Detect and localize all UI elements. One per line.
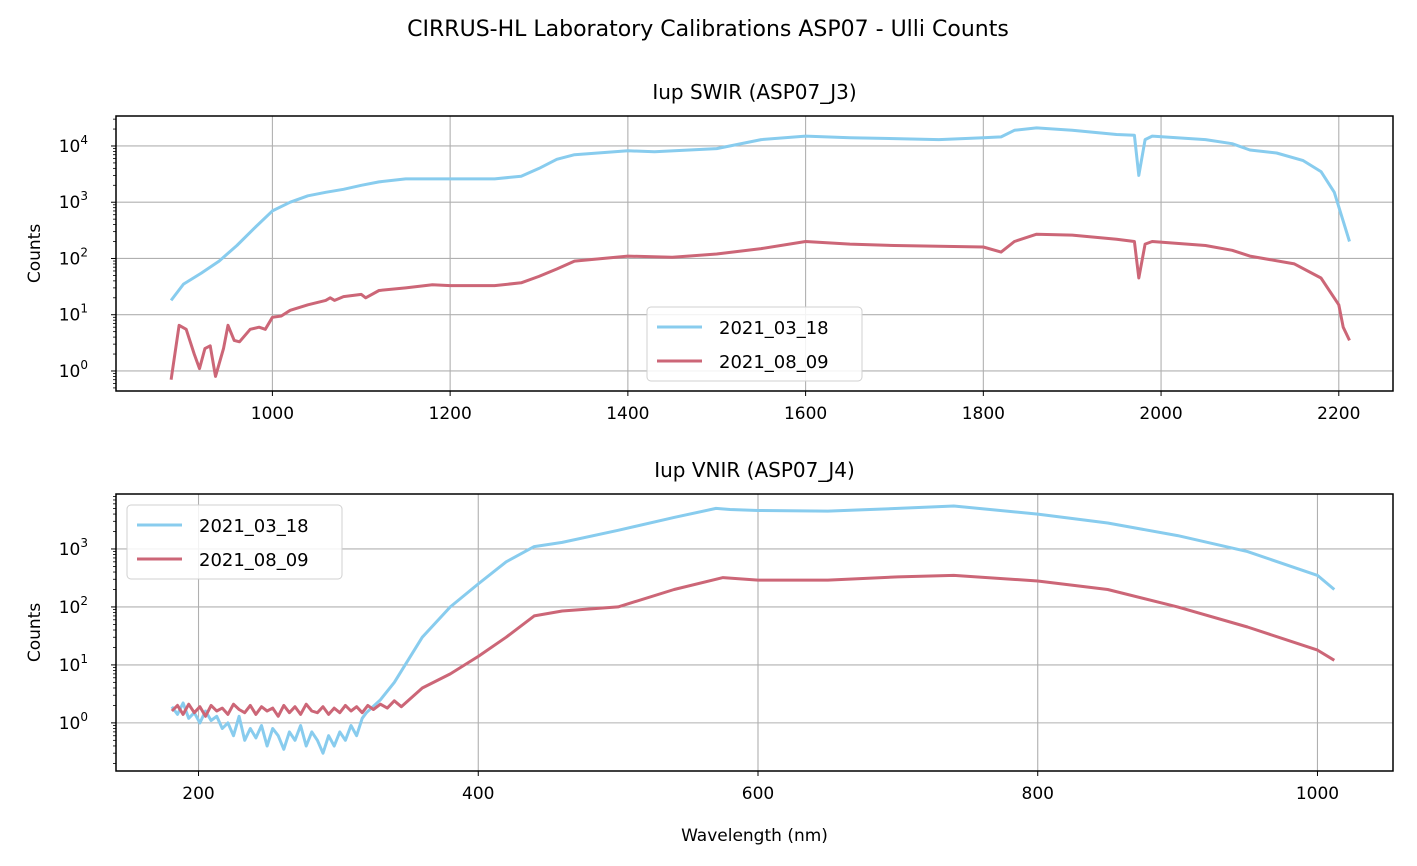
x-tick-label: 1600 [784, 404, 827, 424]
y-tick-exponent: 1 [80, 652, 88, 666]
swir-subplot: 1000 1200 1400 1600 1800 2000 2200100101102103… [25, 80, 1394, 424]
y-tick-exponent: 0 [80, 358, 88, 372]
y-tick-label: 103 [59, 189, 88, 213]
legend-label: 2021_08_09 [719, 352, 829, 373]
series-line-2021_03_18 [169, 126, 1351, 302]
axes-frame [115, 115, 1394, 392]
x-axis-label: Wavelength (nm) [681, 826, 828, 846]
x-tick-label: 400 [462, 784, 494, 804]
series-line-2021_08_09 [170, 573, 1336, 718]
subplot-title: Iup SWIR (ASP07_J3) [652, 80, 856, 104]
y-tick-exponent: 4 [80, 133, 88, 147]
x-tick-label: 1000 [251, 404, 294, 424]
y-tick-label: 100 [59, 358, 88, 382]
y-tick-label: 102 [59, 594, 88, 618]
subplot-title: Iup VNIR (ASP07_J4) [654, 458, 855, 482]
x-tick-label: 2000 [1139, 404, 1182, 424]
series-line-2021_03_18 [170, 504, 1336, 755]
legend-label: 2021_03_18 [719, 318, 829, 339]
y-tick-exponent: 3 [80, 536, 88, 550]
y-tick-label: 101 [59, 302, 88, 326]
x-tick-label: 2200 [1317, 404, 1360, 424]
y-tick-label: 104 [59, 133, 88, 157]
x-tick-label: 1000 [1296, 784, 1339, 804]
legend: 2021_03_18 2021_08_09 [126, 504, 343, 580]
legend-label: 2021_08_09 [199, 550, 309, 571]
y-axis-label: Counts [25, 224, 45, 283]
y-tick-label: 101 [59, 652, 88, 676]
x-tick-label: 1800 [962, 404, 1005, 424]
figure-suptitle: CIRRUS-HL Laboratory Calibrations ASP07 … [407, 17, 1009, 42]
series-line-2021_08_09 [169, 232, 1351, 380]
y-tick-exponent: 2 [80, 245, 88, 259]
y-tick-exponent: 3 [80, 189, 88, 203]
y-tick-exponent: 0 [80, 710, 88, 724]
y-axis-label: Counts [25, 603, 45, 662]
x-tick-label: 1200 [429, 404, 472, 424]
x-tick-label: 800 [1022, 784, 1054, 804]
legend-label: 2021_03_18 [199, 516, 309, 537]
y-tick-label: 100 [59, 710, 88, 734]
x-tick-label: 200 [182, 784, 214, 804]
x-tick-label: 1400 [606, 404, 649, 424]
y-tick-exponent: 1 [80, 302, 88, 316]
y-tick-label: 103 [59, 536, 88, 560]
y-tick-label: 102 [59, 245, 88, 269]
axes-frame [115, 493, 1394, 772]
legend: 2021_03_18 2021_08_09 [646, 306, 863, 382]
x-tick-label: 600 [742, 784, 774, 804]
y-tick-exponent: 2 [80, 594, 88, 608]
